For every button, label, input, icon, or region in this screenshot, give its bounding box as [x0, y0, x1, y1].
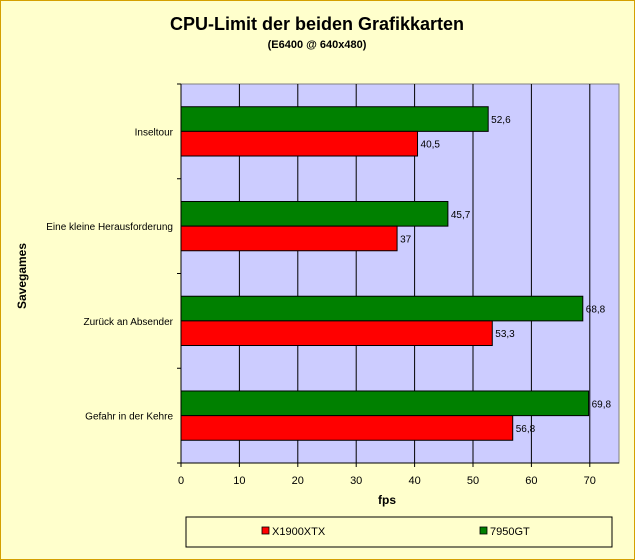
data-label-7950gt-eine-kleine-herausforderung: 45,7 — [451, 210, 471, 221]
bar-7950gt-gefahr-in-der-kehre — [180, 390, 590, 417]
bar-x1900xtx-eine-kleine-herausforderung — [180, 225, 398, 252]
x-tick-label-10: 10 — [233, 475, 245, 487]
bar-x1900xtx-gefahr-in-der-kehre — [180, 415, 514, 441]
category-label-gefahr-in-der-kehre: Gefahr in der Kehre — [85, 412, 173, 423]
legend-swatch-7950gt — [479, 526, 488, 535]
x-tick-label-20: 20 — [292, 475, 304, 487]
bar-x1900xtx-inseltour — [180, 130, 419, 157]
data-label-x1900xtx-eine-kleine-herausforderung: 37 — [400, 234, 412, 245]
x-tick-label-40: 40 — [408, 475, 420, 487]
data-label-7950gt-zuruck-an-absender: 68,8 — [586, 305, 606, 316]
bar-7950gt-inseltour — [180, 106, 489, 132]
x-axis-title: fps — [378, 493, 396, 507]
category-label-zuruck-an-absender: Zurück an Absender — [84, 317, 174, 328]
x-tick-label-30: 30 — [350, 475, 362, 487]
data-label-7950gt-gefahr-in-der-kehre: 69,8 — [592, 399, 612, 410]
category-label-eine-kleine-herausforderung: Eine kleine Herausforderung — [46, 222, 173, 233]
data-label-x1900xtx-zuruck-an-absender: 53,3 — [495, 329, 515, 340]
data-label-x1900xtx-gefahr-in-der-kehre: 56,8 — [516, 424, 536, 435]
legend-box — [185, 516, 613, 548]
y-axis-title: Savegames — [15, 243, 29, 309]
plot-area: 0 10 20 30 40 50 60 70 Inseltour 52,6 40,5 Eine kle… — [46, 83, 620, 487]
bar-x1900xtx-zuruck-an-absender — [180, 320, 493, 347]
legend-swatch-x1900xtx — [261, 526, 270, 535]
legend-label-7950gt: 7950GT — [490, 526, 530, 538]
legend-label-x1900xtx: X1900XTX — [272, 526, 326, 538]
category-label-inseltour: Inseltour — [135, 127, 174, 138]
bar-7950gt-eine-kleine-herausforderung — [180, 200, 449, 227]
bar-7950gt-zuruck-an-absender — [180, 295, 584, 322]
chart-subtitle: (E6400 @ 640x480) — [268, 39, 367, 51]
x-tick-label-50: 50 — [467, 475, 479, 487]
data-label-x1900xtx-inseltour: 40,5 — [421, 140, 441, 151]
x-tick-label-70: 70 — [584, 475, 596, 487]
x-tick-label-60: 60 — [525, 475, 537, 487]
data-label-7950gt-inseltour: 52,6 — [491, 115, 511, 126]
chart-title: CPU-Limit der beiden Grafikkarten — [170, 14, 464, 34]
x-tick-label-0: 0 — [178, 475, 184, 487]
legend: X1900XTX 7950GT — [185, 516, 613, 548]
